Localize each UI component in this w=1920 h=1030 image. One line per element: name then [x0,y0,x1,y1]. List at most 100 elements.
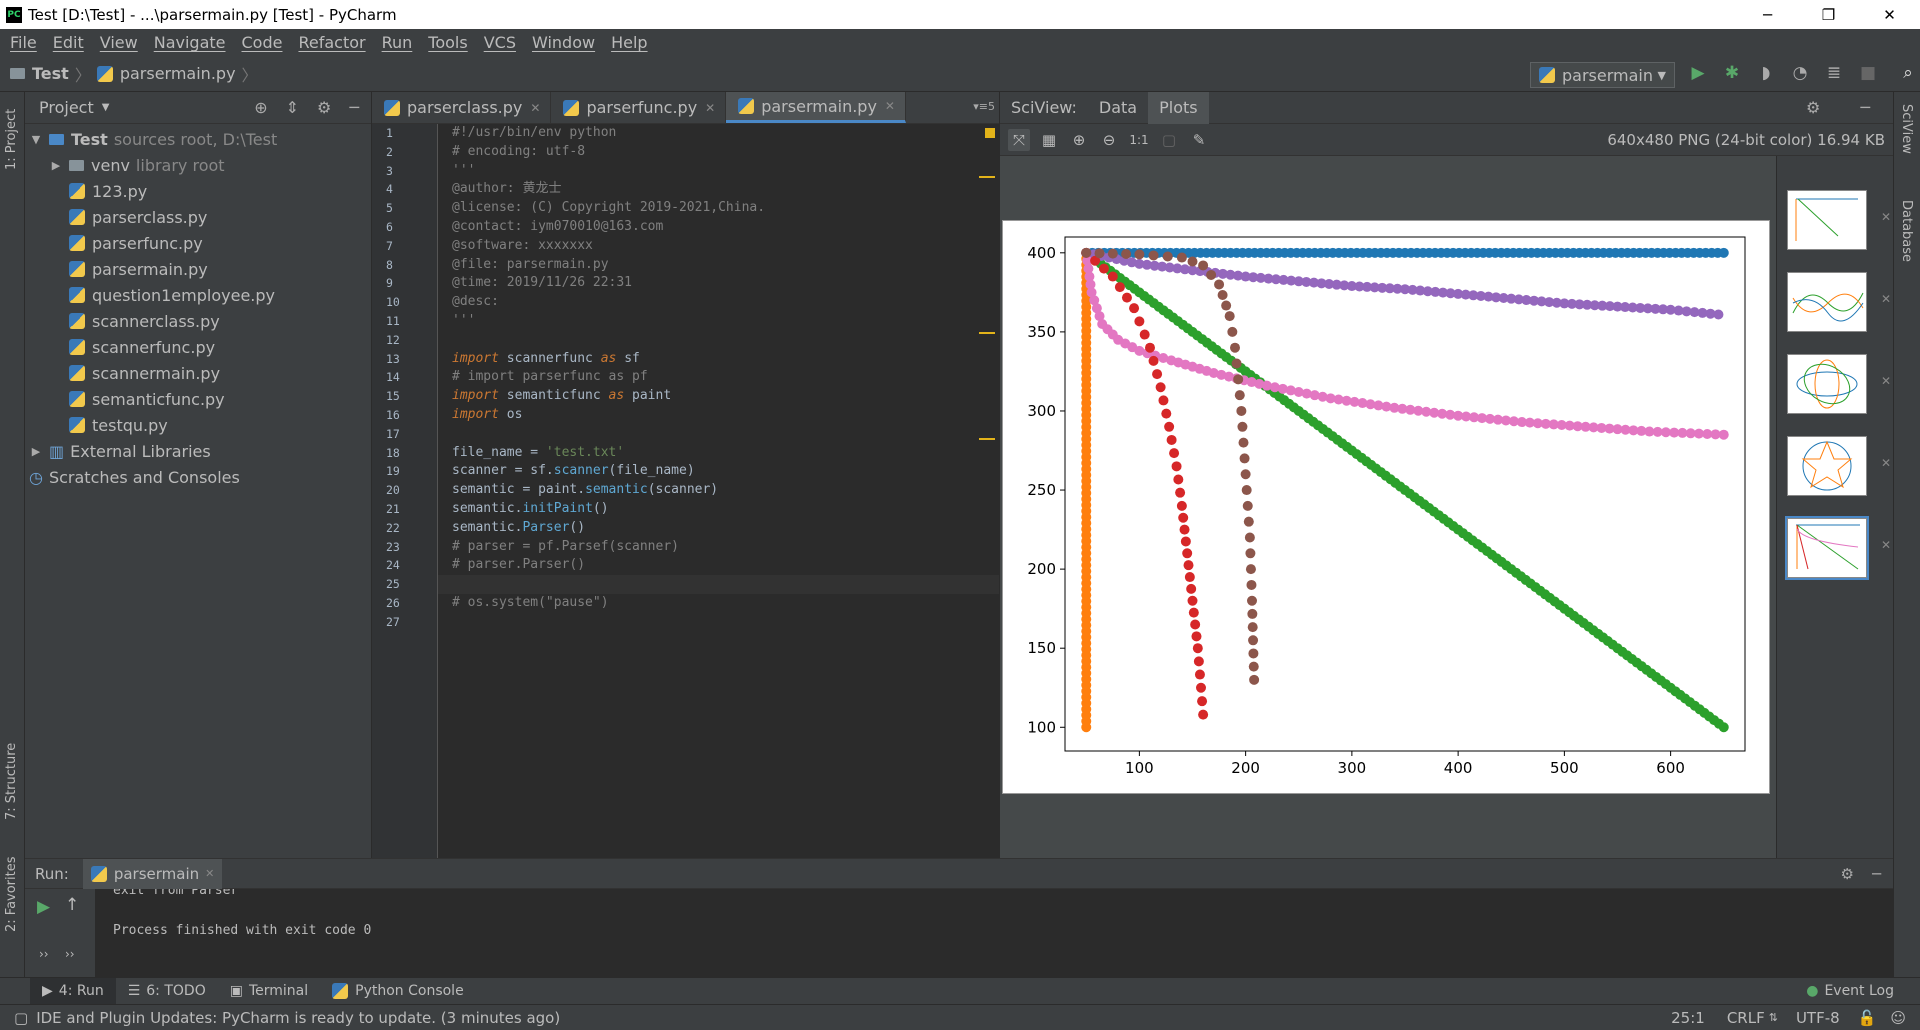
tree-item[interactable]: semanticfunc.py [25,386,371,412]
tool-tab-terminal[interactable]: ▣ Terminal [218,978,320,1005]
tab-data[interactable]: Data [1098,98,1138,117]
close-icon[interactable]: ✕ [530,100,541,115]
collapse-all-icon[interactable]: ⇕ [285,98,300,117]
code-line[interactable]: # import parserfunc as pf [452,369,648,385]
plot-thumbnail[interactable] [1787,272,1867,332]
tool-tab-project[interactable]: 1: Project [4,108,19,170]
code-line[interactable]: ''' [452,162,476,178]
plot-thumbnail[interactable] [1787,354,1867,414]
tree-item[interactable]: parsermain.py [25,256,371,282]
chevron-down-icon[interactable]: ▼ [31,132,41,146]
close-icon[interactable]: ✕ [1881,210,1892,224]
tool-tab-sciview[interactable]: SciView [1899,104,1914,154]
menu-view[interactable]: View [99,33,138,52]
menu-help[interactable]: Help [611,33,648,52]
code-line[interactable]: # encoding: utf-8 [452,143,586,159]
warning-marker[interactable] [979,332,995,334]
gear-icon[interactable]: ⚙ [1806,98,1821,117]
tool-tab-structure[interactable]: 7: Structure [4,742,19,820]
menu-edit[interactable]: Edit [52,33,84,52]
close-icon[interactable]: ✕ [1881,456,1892,470]
close-icon[interactable]: ✕ [705,100,716,115]
code-line[interactable]: semantic.Parser() [452,519,586,535]
debug-icon[interactable]: ✱ [1724,63,1740,83]
editor-tab[interactable]: parserfunc.py ✕ [551,92,727,123]
code-line[interactable]: @file: parsermain.py [452,256,609,272]
scroll-up-icon[interactable]: ↑ [65,895,80,915]
tree-item[interactable]: scannerclass.py [25,308,371,334]
run-tab[interactable]: parsermain ✕ [82,858,223,889]
fit-zoom-icon[interactable]: ⤧ [1008,128,1030,151]
code-line[interactable]: # parser = pf.Parsef(scanner) [452,538,679,554]
profile-icon[interactable]: ◔ [1792,63,1808,83]
status-message[interactable]: IDE and Plugin Updates: PyCharm is ready… [36,1008,561,1027]
more-icon[interactable]: ›› [39,947,49,961]
editor-tab[interactable]: parsermain.py ✕ [726,92,906,123]
code-line[interactable] [438,575,999,594]
code-line[interactable] [438,613,999,632]
menu-vcs[interactable]: VCS [483,33,516,52]
chevron-right-icon[interactable]: ▶ [51,158,61,172]
tree-item[interactable]: ▶ ▥ External Libraries [25,438,371,464]
warning-marker[interactable] [979,176,995,178]
code-line[interactable]: semantic.initPaint() [452,500,609,516]
run-configuration-select[interactable]: parsermain ▼ [1530,62,1675,88]
close-icon[interactable]: ✕ [1881,374,1892,388]
menu-refactor[interactable]: Refactor [298,33,366,52]
concurrency-icon[interactable]: ≣ [1826,63,1842,83]
editor-tab[interactable]: parserclass.py ✕ [372,92,552,123]
close-icon[interactable]: ✕ [205,867,215,880]
code-line[interactable]: #!/usr/bin/env python [452,125,617,140]
menu-run[interactable]: Run [381,33,413,52]
line-separator[interactable]: CRLF [1726,1008,1765,1027]
code-line[interactable]: # os.system("pause") [452,594,609,610]
breadcrumb-project[interactable]: Test [32,64,69,83]
restore-button[interactable]: ❐ [1821,5,1836,24]
caret-position[interactable]: 25:1 [1671,1008,1705,1027]
stop-icon[interactable]: ■ [1859,63,1877,83]
tree-item[interactable]: scannerfunc.py [25,334,371,360]
lock-icon[interactable]: 🔓 [1857,1008,1877,1027]
code-area[interactable]: #!/usr/bin/env python # encoding: utf-8 ''… [438,124,999,858]
warning-marker[interactable] [985,128,995,138]
background-icon[interactable]: ▢ [1161,130,1177,149]
tool-tab-database[interactable]: Database [1899,200,1914,263]
more-icon[interactable]: ›› [65,947,75,961]
locate-icon[interactable]: ⊕ [254,98,268,117]
code-line[interactable]: scanner = sf.scanner(file_name) [452,463,695,479]
project-panel-title[interactable]: Project [39,98,94,117]
breadcrumb-file[interactable]: parsermain.py [119,64,236,83]
inspector-icon[interactable]: ☺ [1890,1008,1906,1027]
chevron-right-icon[interactable]: ▶ [31,444,41,458]
code-line[interactable]: import scannerfunc as sf [452,350,640,366]
hide-icon[interactable]: ─ [349,98,359,117]
chevron-down-icon[interactable]: ▼ [101,102,110,113]
gear-icon[interactable]: ⚙ [1840,864,1854,883]
code-line[interactable]: import os [452,406,523,422]
run-icon[interactable]: ▶ [1691,63,1705,83]
tree-item[interactable]: parserfunc.py [25,230,371,256]
tree-item[interactable]: ▶ venv library root [25,152,371,178]
warning-marker[interactable] [979,438,995,440]
color-picker-icon[interactable]: ✎ [1192,130,1206,149]
grid-icon[interactable]: ▦ [1041,130,1057,149]
plot-thumbnail[interactable] [1787,436,1867,496]
actual-size-icon[interactable]: 1:1 [1129,132,1149,147]
code-line[interactable]: @desc: [452,294,499,310]
tool-tab-todo[interactable]: ☰ 6: TODO [116,978,218,1005]
code-line[interactable]: @contact: iym070010@163.com [452,218,664,234]
code-line[interactable]: @software: xxxxxxx [452,237,593,253]
code-line[interactable]: import semanticfunc as paint [452,388,672,404]
zoom-out-icon[interactable]: ⊖ [1102,130,1116,149]
code-line[interactable]: @author: 黄龙士 [452,181,562,197]
close-icon[interactable]: ✕ [1881,292,1892,306]
code-line[interactable]: ''' [452,312,476,328]
hide-icon[interactable]: ─ [1860,98,1870,117]
plot-thumbnail[interactable] [1785,516,1869,580]
tree-item[interactable]: testqu.py [25,412,371,438]
code-line[interactable]: @time: 2019/11/26 22:31 [452,275,633,291]
code-line[interactable]: # parser.Parser() [452,557,586,573]
code-line[interactable] [438,331,999,350]
close-icon[interactable]: ✕ [884,99,895,113]
coverage-icon[interactable]: ◗ [1761,63,1771,83]
